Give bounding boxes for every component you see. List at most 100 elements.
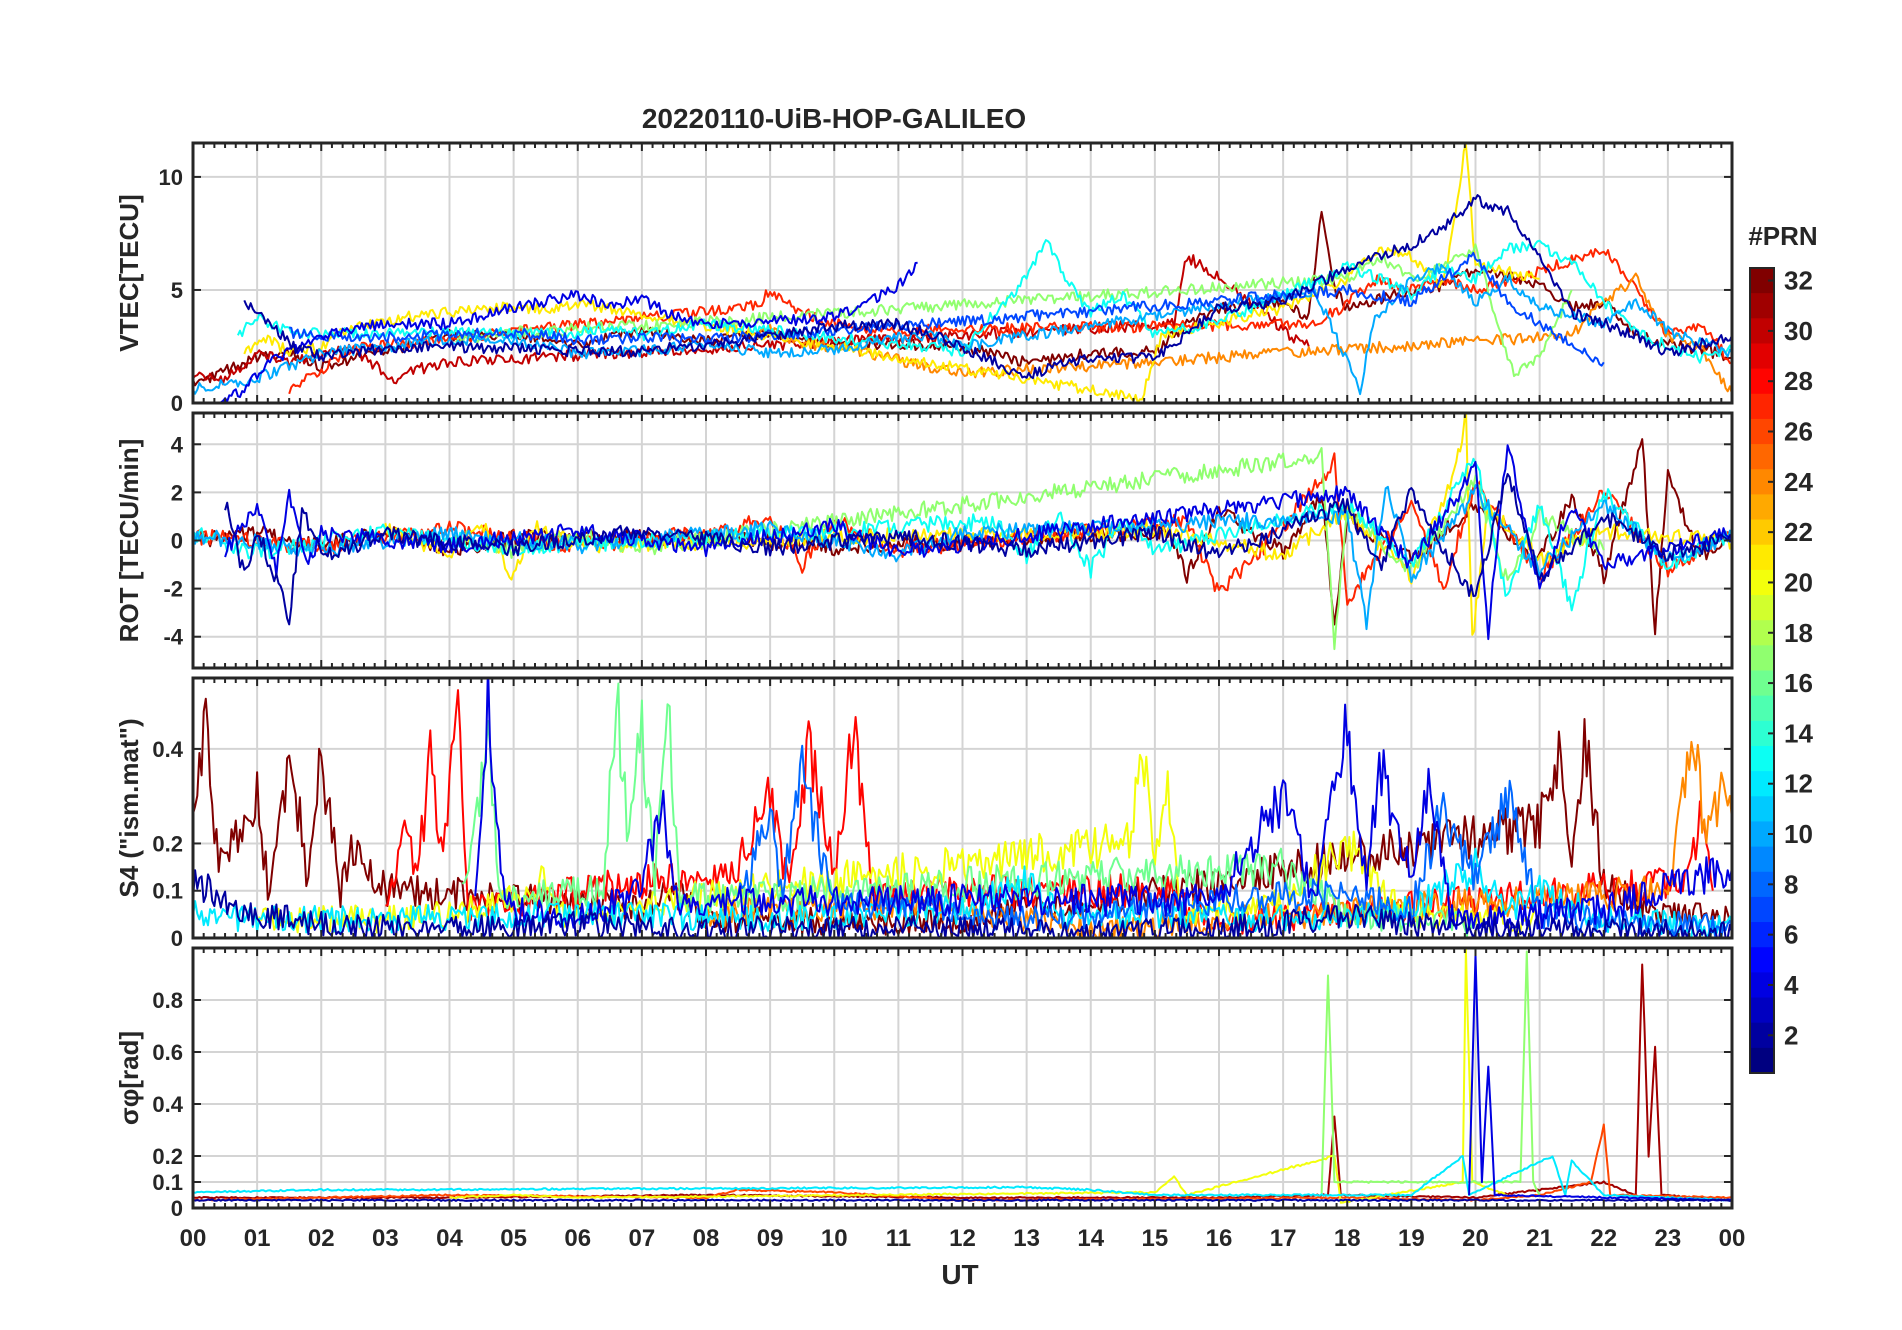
colorbar-tick-label: 24 [1784,467,1813,497]
x-tick-label: 21 [1526,1225,1553,1252]
series-line-prn-17 [1320,950,1541,1196]
colorbar-gradient [1750,268,1774,1074]
x-tick-label: 12 [949,1225,976,1252]
colorbar-tick-label: 2 [1784,1020,1798,1050]
x-tick-label: 08 [693,1225,720,1252]
x-ticks-sigma_phi [192,948,1733,1208]
y-tick-label: 0 [171,529,183,554]
y-tick-label: 0.2 [152,831,183,856]
colorbar-tick-label: 26 [1784,417,1813,447]
y-tick-label: 0.1 [152,879,183,904]
y-axis-label-sigma_phi: σφ[rad] [114,1031,144,1125]
series-group-s4 [193,678,1732,938]
series-line-prn-20 [449,948,1508,1204]
colorbar-step [1750,595,1774,621]
x-tick-labels: 00 01 02 03 04 05 06 07 08 09 10 11 12 13 14 15 16 17 18 19… [180,1225,1746,1252]
colorbar-step [1750,997,1774,1024]
colorbar-step [1750,796,1774,822]
x-tick-label: 17 [1270,1225,1297,1252]
x-tick-label: 03 [372,1225,399,1252]
x-tick-label: 11 [886,1225,911,1252]
y-tick-label: 0.8 [152,988,183,1013]
x-ticks-s4 [192,678,1733,938]
colorbar-tick-label: 32 [1784,266,1813,296]
y-axis-label-vtec: VTEC[TECU] [114,194,144,351]
colorbar-step [1750,745,1774,772]
x-tick-label: 19 [1398,1225,1425,1252]
x-ticks-vtec [192,143,1733,403]
chart-title: 20220110-UiB-HOP-GALILEO [642,103,1026,134]
colorbar-tick-label: 6 [1784,920,1798,950]
series-line-prn-30 [193,254,1310,386]
y-tick-label: 0.6 [152,1040,183,1065]
colorbar-step [1750,293,1774,319]
y-tick-label: 0 [171,1196,183,1221]
series-line-prn-4 [219,261,918,403]
x-tick-label: 13 [1013,1225,1040,1252]
y-tick-label: 0 [171,926,183,951]
x-tick-label: 18 [1334,1225,1361,1252]
panel-sigma_phi: 00.10.2 0.4 0.6 0.8 σφ[rad] [114,946,1734,1221]
colorbar-title: #PRN [1748,221,1817,251]
colorbar-step [1750,494,1774,521]
x-tick-label: 06 [564,1225,591,1252]
series-line-prn-17 [455,243,1573,378]
series-line-prn-2 [243,194,1732,380]
y-tick-label: -2 [163,577,183,602]
colorbar-tick-label: 8 [1784,869,1798,899]
x-tick-label: 15 [1142,1225,1169,1252]
x-tick-label: 02 [308,1225,335,1252]
y-axis-label-s4: S4 ("ism.mat") [114,718,144,897]
series-line-prn-21 [384,413,1732,636]
y-ticks-vtec: 0 5 10 [159,165,1732,416]
y-tick-label: 0 [171,391,183,416]
colorbar-step [1750,645,1774,671]
colorbar-tick-label: 16 [1784,668,1813,698]
y-tick-label: 0.1 [152,1170,183,1195]
series-line-prn-10 [193,484,1732,631]
colorbar-step [1750,695,1774,722]
y-tick-label: 0.4 [152,737,183,762]
colorbar-step [1750,846,1774,873]
grid-sigma_phi [193,948,1732,1208]
x-tick-label: 20 [1462,1225,1489,1252]
grid-vtec [193,143,1732,403]
colorbar-frame [1749,267,1775,1074]
colorbar-tick-label: 4 [1784,970,1799,1000]
x-tick-label: 01 [244,1225,271,1252]
y-tick-label: 5 [171,278,183,303]
colorbar-step [1750,1047,1774,1074]
x-tick-label: 23 [1655,1225,1682,1252]
y-tick-label: 2 [171,480,183,505]
y-tick-label: 4 [171,432,184,457]
panel-vtec: 0 5 10 VTEC[TECU] [114,141,1734,416]
series-line-prn-4 [1468,954,1732,1202]
y-ticks-s4: 0 0.1 0.2 0.4 [152,737,1732,951]
series-line-prn-7 [289,251,1605,367]
y-ticks-sigma_phi: 00.10.2 0.4 0.6 0.8 [152,988,1732,1221]
x-tick-label: 04 [436,1225,463,1252]
colorbar-step [1750,343,1774,370]
series-line-prn-12 [193,1155,1732,1202]
x-tick-label: 22 [1590,1225,1617,1252]
y-tick-label: -4 [163,625,183,650]
series-line-prn-17 [448,447,1605,651]
x-tick-label: 00 [1719,1225,1746,1252]
y-axis-label-rot: ROT [TECU/min] [114,439,144,643]
x-ticks-rot [192,413,1733,668]
panel-rot: -4 -2 0 2 4 ROT [TECU/min] [114,411,1734,670]
x-axis-label: UT [941,1259,978,1290]
panel-s4: 0 0.1 0.2 0.4 S4 ("ism.mat") [114,676,1734,951]
colorbar-step [1750,896,1774,923]
colorbar-step [1750,393,1774,420]
y-tick-label: 10 [159,165,183,190]
x-tick-label: 07 [629,1225,656,1252]
y-tick-label: 0.4 [152,1092,183,1117]
x-tick-label: 16 [1206,1225,1233,1252]
colorbar-tick-label: 12 [1784,769,1813,799]
series-line-prn-2 [224,473,1732,626]
